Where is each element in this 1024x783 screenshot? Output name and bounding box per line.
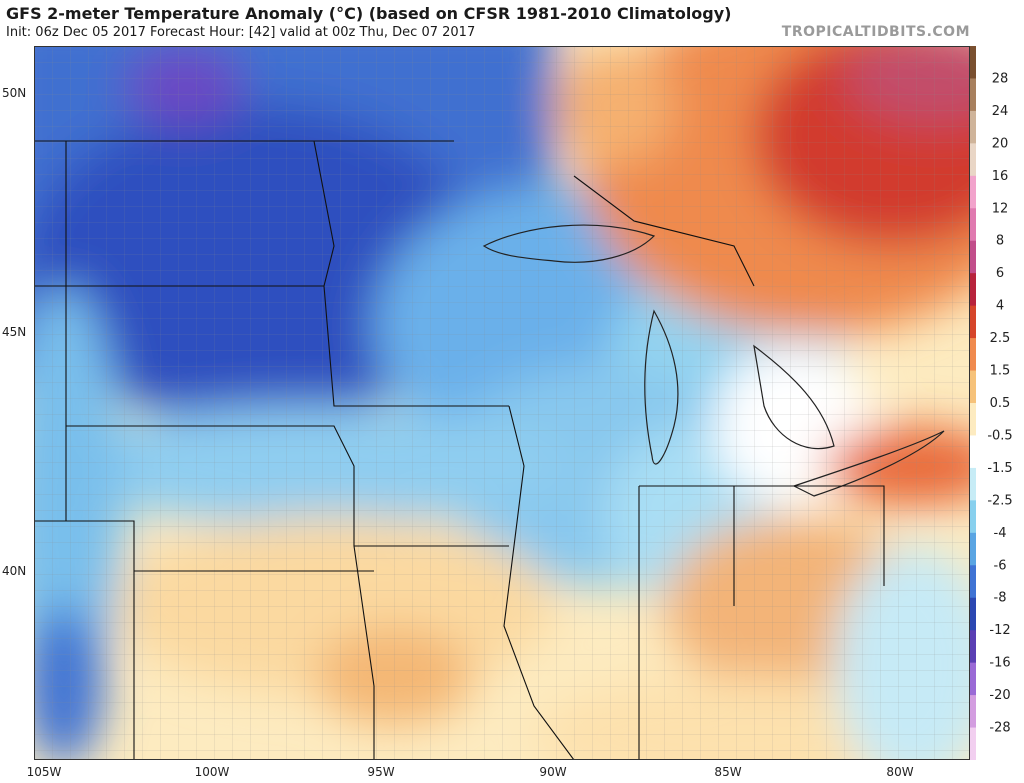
lon-label-100w: 100W xyxy=(194,765,230,779)
colorbar-tick-label: -28 xyxy=(989,721,1010,736)
colorbar-swatch xyxy=(970,46,976,79)
colorbar-swatches xyxy=(970,46,976,760)
county-grid xyxy=(34,46,970,760)
border-ne-ia xyxy=(66,425,375,760)
colorbar-swatch xyxy=(970,305,976,339)
lat-label-40n: 40N xyxy=(2,564,27,578)
colorbar-swatch xyxy=(970,597,976,631)
colorbar-swatch xyxy=(970,695,976,729)
lon-label-80w: 80W xyxy=(886,765,914,779)
colorbar-swatch xyxy=(970,662,976,696)
colorbar-tick-label: 4 xyxy=(996,299,1004,314)
colorbar-swatch xyxy=(970,110,976,144)
colorbar-tick-label: -1.5 xyxy=(987,461,1012,476)
map-title: GFS 2-meter Temperature Anomaly (°C) (ba… xyxy=(6,4,732,23)
forecast-info: Init: 06z Dec 05 2017 Forecast Hour: [42… xyxy=(6,25,476,40)
lake-erie xyxy=(792,430,945,497)
colorbar-swatch xyxy=(970,403,976,436)
colorbar-swatch xyxy=(970,143,976,177)
colorbar-swatch xyxy=(970,175,976,209)
map-frame xyxy=(34,46,970,760)
colorbar-tick-label: 8 xyxy=(996,234,1004,249)
colorbar-swatch xyxy=(970,727,976,760)
colorbar-tick-label: 12 xyxy=(992,201,1009,216)
colorbar-tick-label: -2.5 xyxy=(987,493,1012,508)
lon-label-95w: 95W xyxy=(367,765,395,779)
colorbar-tick-label: -0.5 xyxy=(987,428,1012,443)
colorbar-tick-label: 1.5 xyxy=(990,364,1011,379)
colorbar-tick-label: -8 xyxy=(994,591,1007,606)
colorbar-tick-label: 24 xyxy=(992,104,1009,119)
colorbar-swatch xyxy=(970,532,976,566)
lat-label-45n: 45N xyxy=(2,325,27,339)
colorbar-swatch xyxy=(970,338,976,372)
colorbar-tick-label: -16 xyxy=(989,656,1010,671)
lon-label-105w: 105W xyxy=(26,765,62,779)
colorbar-tick-label: -6 xyxy=(994,558,1007,573)
colorbar-labels: 28 24 20 16 12 8 6 4 2.5 1.5 0.5 -0.5 -1.5 -2.5 -4 -6 -8… xyxy=(987,71,1012,735)
lakes xyxy=(482,224,945,497)
colorbar-tick-label: 0.5 xyxy=(990,396,1011,411)
colorbar-tick-label: -12 xyxy=(989,623,1010,638)
border-sd-mn xyxy=(323,285,509,407)
border-mississippi xyxy=(503,405,575,760)
lake-michigan xyxy=(644,309,679,465)
anomaly-map xyxy=(34,46,970,760)
colorbar-tick-label: 16 xyxy=(992,169,1009,184)
colorbar-swatch xyxy=(970,208,976,242)
colorbar-swatch xyxy=(970,500,976,534)
lon-label-85w: 85W xyxy=(714,765,742,779)
colorbar-tick-label: 2.5 xyxy=(990,331,1011,346)
colorbar-swatch xyxy=(970,565,976,599)
lat-label-50n: 50N xyxy=(2,86,27,100)
temperature-field xyxy=(34,46,970,760)
colorbar-swatch xyxy=(970,435,976,469)
colorbar-tick-label: -4 xyxy=(994,526,1007,541)
colorbar-tick-label: 20 xyxy=(992,136,1009,151)
header: GFS 2-meter Temperature Anomaly (°C) (ba… xyxy=(0,0,1024,46)
lon-label-90w: 90W xyxy=(539,765,567,779)
lake-superior xyxy=(482,224,656,263)
brand-watermark: TROPICALTIDBITS.COM xyxy=(781,24,970,40)
lake-huron xyxy=(753,344,835,450)
colorbar-swatch xyxy=(970,467,976,501)
colorbar-swatch xyxy=(970,78,976,112)
colorbar-swatch xyxy=(970,630,976,664)
border-oh-pa xyxy=(734,485,885,586)
colorbar-swatch xyxy=(970,240,976,274)
colorbar-tick-label: 6 xyxy=(996,266,1004,281)
colorbar-swatch xyxy=(970,273,976,307)
colorbar-tick-label: 28 xyxy=(992,71,1009,86)
colorbar: 28 24 20 16 12 8 6 4 2.5 1.5 0.5 -0.5 -1.5 -2.5 -4 -6 -8… xyxy=(970,46,1013,760)
border-wy-co xyxy=(34,520,135,760)
colorbar-swatch xyxy=(970,370,976,404)
state-borders xyxy=(34,140,885,760)
border-mi-up xyxy=(573,175,755,287)
colorbar-tick-label: -20 xyxy=(989,688,1010,703)
border-nd-mn xyxy=(313,140,335,287)
